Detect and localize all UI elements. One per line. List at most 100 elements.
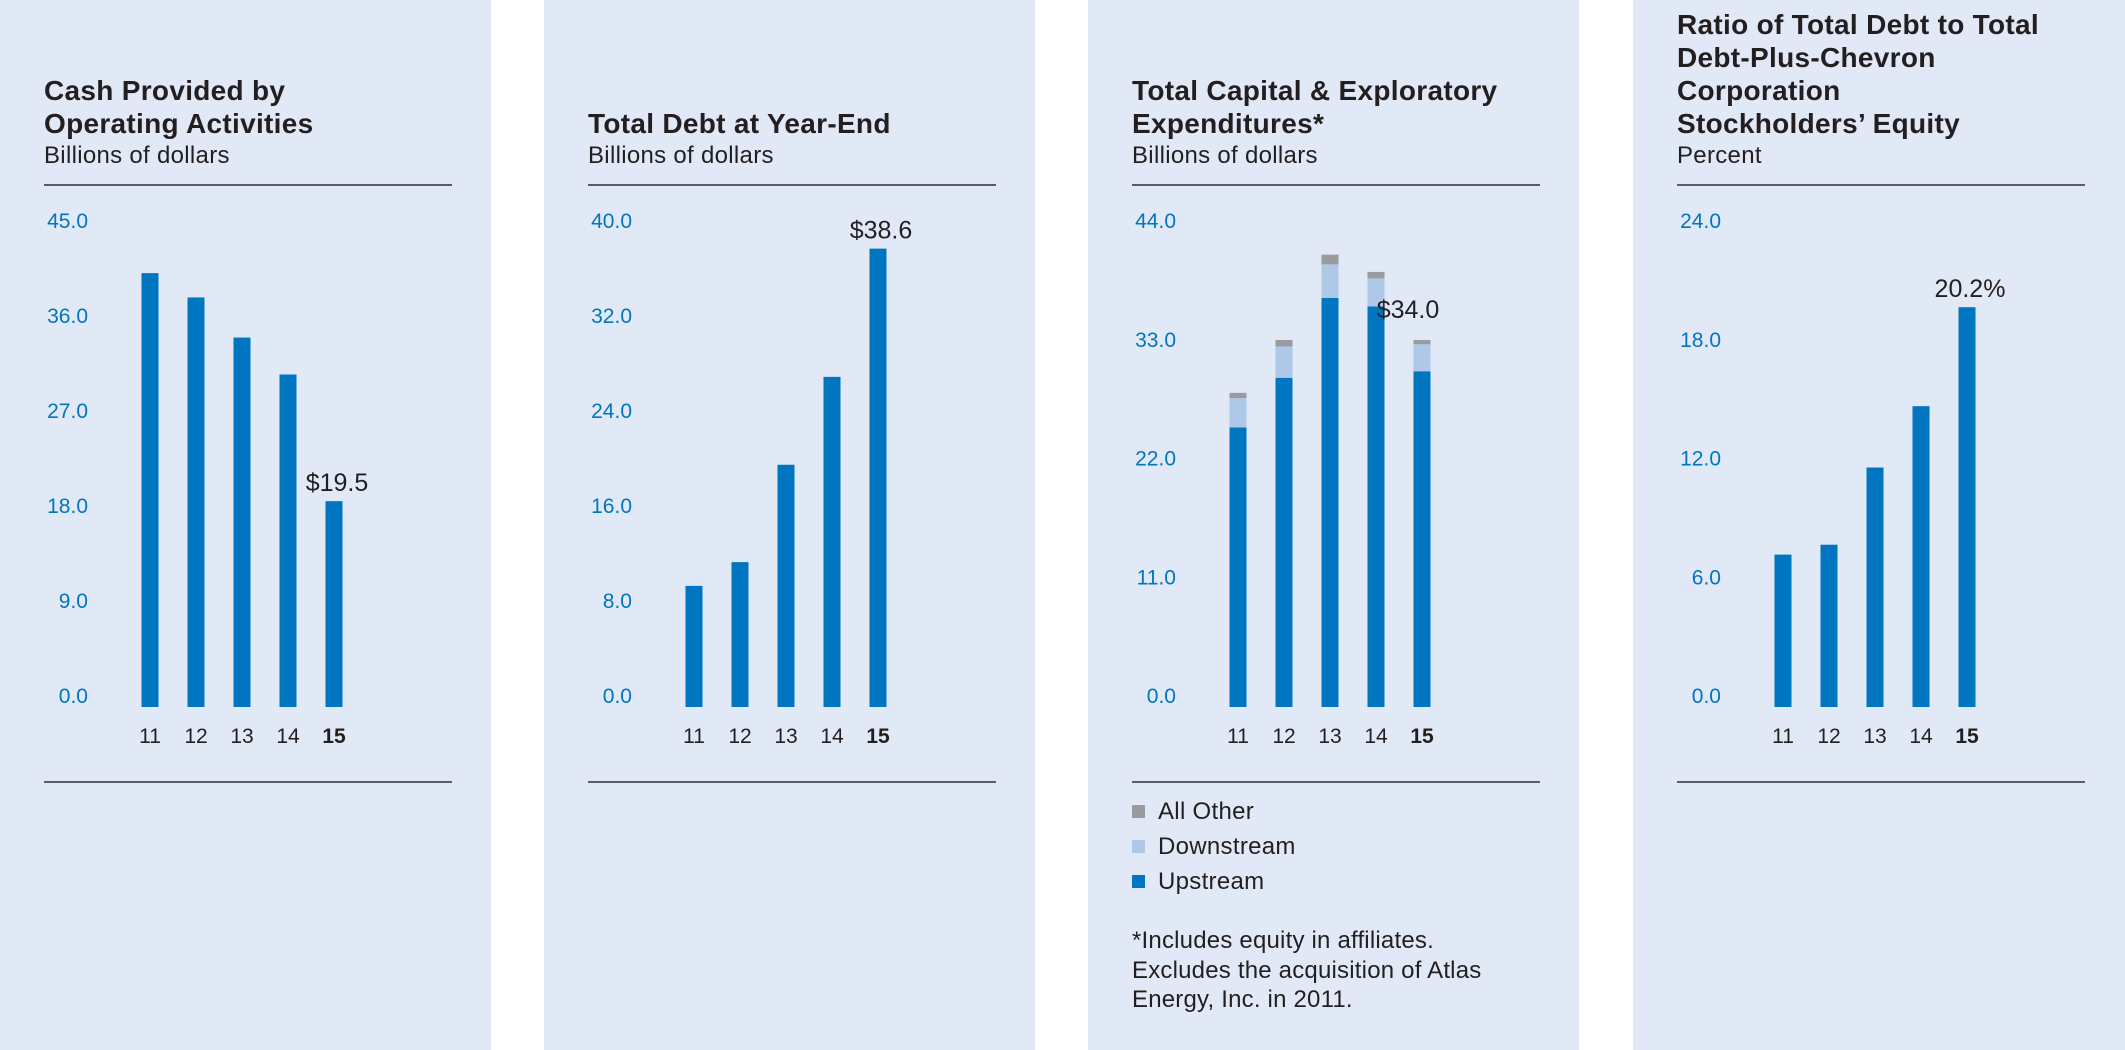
x-tick-label: 13 — [230, 725, 253, 748]
legend-label: All Other — [1158, 797, 1255, 825]
panel-total-debt: Total Debt at Year-End Billions of dolla… — [544, 0, 1035, 1050]
bar — [685, 585, 703, 707]
chart-title: Total Debt at Year-End — [588, 107, 1005, 140]
x-tick-label: 14 — [820, 725, 844, 748]
footer-divider — [1677, 781, 2085, 783]
data-label: 20.2% — [1935, 275, 2006, 303]
chart-plot: 0.0 6.0 12.0 18.0 24.0 11 12 13 14 15 20.2% — [1680, 210, 2006, 748]
chart-subtitle: Percent — [1677, 142, 1762, 169]
legend-item-downstream: Downstream — [1132, 829, 1296, 864]
legend-swatch-icon — [1132, 875, 1145, 888]
chart-title-line: Total Debt at Year-End — [588, 108, 891, 139]
x-tick-label: 15 — [866, 725, 890, 748]
chart-title-line: Operating Activities — [44, 108, 314, 139]
y-tick-label: 0.0 — [1147, 685, 1176, 708]
data-label: $38.6 — [850, 217, 913, 245]
y-tick-label: 32.0 — [591, 305, 632, 328]
chart-legend: All Other Downstream Upstream — [1132, 794, 1296, 899]
y-tick-label: 0.0 — [1692, 685, 1721, 708]
panel-debt-ratio: Ratio of Total Debt to Total Debt-Plus-C… — [1633, 0, 2125, 1050]
y-tick-label: 18.0 — [47, 495, 88, 518]
bar-segment-all-other — [1229, 392, 1247, 399]
x-tick-label: 15 — [1410, 725, 1434, 748]
bar — [1912, 406, 1930, 707]
chart-footnote: *Includes equity in affiliates. Excludes… — [1132, 926, 1552, 1015]
y-tick-label: 12.0 — [1680, 448, 1721, 471]
footer-divider — [44, 781, 452, 783]
bar-segment-downstream — [1413, 344, 1431, 372]
bar — [869, 248, 887, 707]
bar — [823, 376, 841, 707]
chart-plot: 0.0 11.0 22.0 33.0 44.0 11 12 13 14 15 $34.0 — [1135, 210, 1440, 748]
chart-subtitle: Billions of dollars — [588, 142, 774, 169]
chart-title: Ratio of Total Debt to Total Debt-Plus-C… — [1677, 8, 2095, 140]
footer-divider — [1132, 781, 1540, 783]
x-tick-label: 11 — [139, 725, 161, 748]
chart-header: Total Capital & Exploratory Expenditures… — [1132, 74, 1549, 172]
y-tick-label: 27.0 — [47, 400, 88, 423]
y-tick-label: 16.0 — [591, 495, 632, 518]
chart-subtitle: Billions of dollars — [44, 142, 230, 169]
header-divider — [588, 184, 996, 186]
panel-capex: Total Capital & Exploratory Expenditures… — [1088, 0, 1579, 1050]
chart-header: Cash Provided by Operating Activities Bi… — [44, 74, 461, 172]
footnote-line: *Includes equity in affiliates. — [1132, 927, 1434, 954]
bar-segment-upstream — [1321, 297, 1339, 707]
x-tick-label: 14 — [1364, 725, 1388, 748]
y-tick-label: 33.0 — [1135, 329, 1176, 352]
header-divider — [1677, 184, 2085, 186]
bar — [325, 501, 343, 707]
bar-segment-all-other — [1413, 339, 1431, 345]
x-tick-label: 12 — [1272, 725, 1295, 748]
y-tick-label: 45.0 — [47, 210, 88, 233]
panel-cash-from-operations: Cash Provided by Operating Activities Bi… — [0, 0, 491, 1050]
header-divider — [44, 184, 452, 186]
bar-segment-all-other — [1321, 254, 1339, 265]
chart-plot: 0.0 9.0 18.0 27.0 36.0 45.0 11 12 13 14 15 $19.5 — [47, 210, 369, 748]
chart-title-line: Ratio of Total Debt to Total — [1677, 9, 2039, 40]
chart-title: Cash Provided by Operating Activities — [44, 74, 461, 140]
x-tick-label: 11 — [1772, 725, 1794, 748]
y-tick-label: 6.0 — [1692, 566, 1721, 589]
bar — [141, 273, 159, 707]
bar-segment-all-other — [1367, 271, 1385, 279]
x-tick-label: 13 — [774, 725, 797, 748]
footer-divider — [588, 781, 996, 783]
x-tick-label: 15 — [322, 725, 346, 748]
chart-title: Total Capital & Exploratory Expenditures… — [1132, 74, 1549, 140]
x-tick-label: 11 — [683, 725, 705, 748]
chart-title-line: Cash Provided by — [44, 75, 286, 106]
legend-item-upstream: Upstream — [1132, 864, 1296, 899]
y-tick-label: 24.0 — [1680, 210, 1721, 233]
x-tick-label: 12 — [728, 725, 751, 748]
y-tick-label: 9.0 — [59, 590, 88, 613]
y-tick-label: 0.0 — [603, 685, 632, 708]
x-tick-label: 13 — [1318, 725, 1341, 748]
bar-segment-downstream — [1229, 398, 1247, 428]
x-tick-label: 13 — [1863, 725, 1886, 748]
bar — [233, 337, 251, 707]
y-tick-label: 36.0 — [47, 305, 88, 328]
legend-label: Upstream — [1158, 867, 1265, 895]
y-tick-label: 11.0 — [1137, 566, 1176, 589]
data-label: $34.0 — [1377, 296, 1440, 324]
bar — [187, 297, 205, 707]
chart-title-line: Expenditures* — [1132, 108, 1325, 139]
x-tick-label: 11 — [1227, 725, 1249, 748]
footnote-line: Energy, Inc. in 2011. — [1132, 986, 1353, 1013]
chart-plot: 0.0 8.0 16.0 24.0 32.0 40.0 11 12 13 14 15 $38.6 — [591, 210, 913, 748]
bar-segment-downstream — [1367, 278, 1385, 307]
data-label: $19.5 — [306, 469, 369, 497]
bar-segment-upstream — [1275, 377, 1293, 707]
chart-title-line: Total Capital & Exploratory — [1132, 75, 1498, 106]
y-tick-label: 0.0 — [59, 685, 88, 708]
bar — [1958, 307, 1976, 707]
bar-segment-downstream — [1275, 346, 1293, 378]
bar-segment-all-other — [1275, 339, 1293, 347]
chart-header: Ratio of Total Debt to Total Debt-Plus-C… — [1677, 8, 2095, 172]
x-tick-label: 14 — [276, 725, 300, 748]
bar-segment-upstream — [1229, 427, 1247, 707]
footnote-line: Excludes the acquisition of Atlas — [1132, 956, 1482, 984]
header-divider — [1132, 184, 1540, 186]
chart-title-line: Debt-Plus-Chevron Corporation — [1677, 42, 1936, 106]
